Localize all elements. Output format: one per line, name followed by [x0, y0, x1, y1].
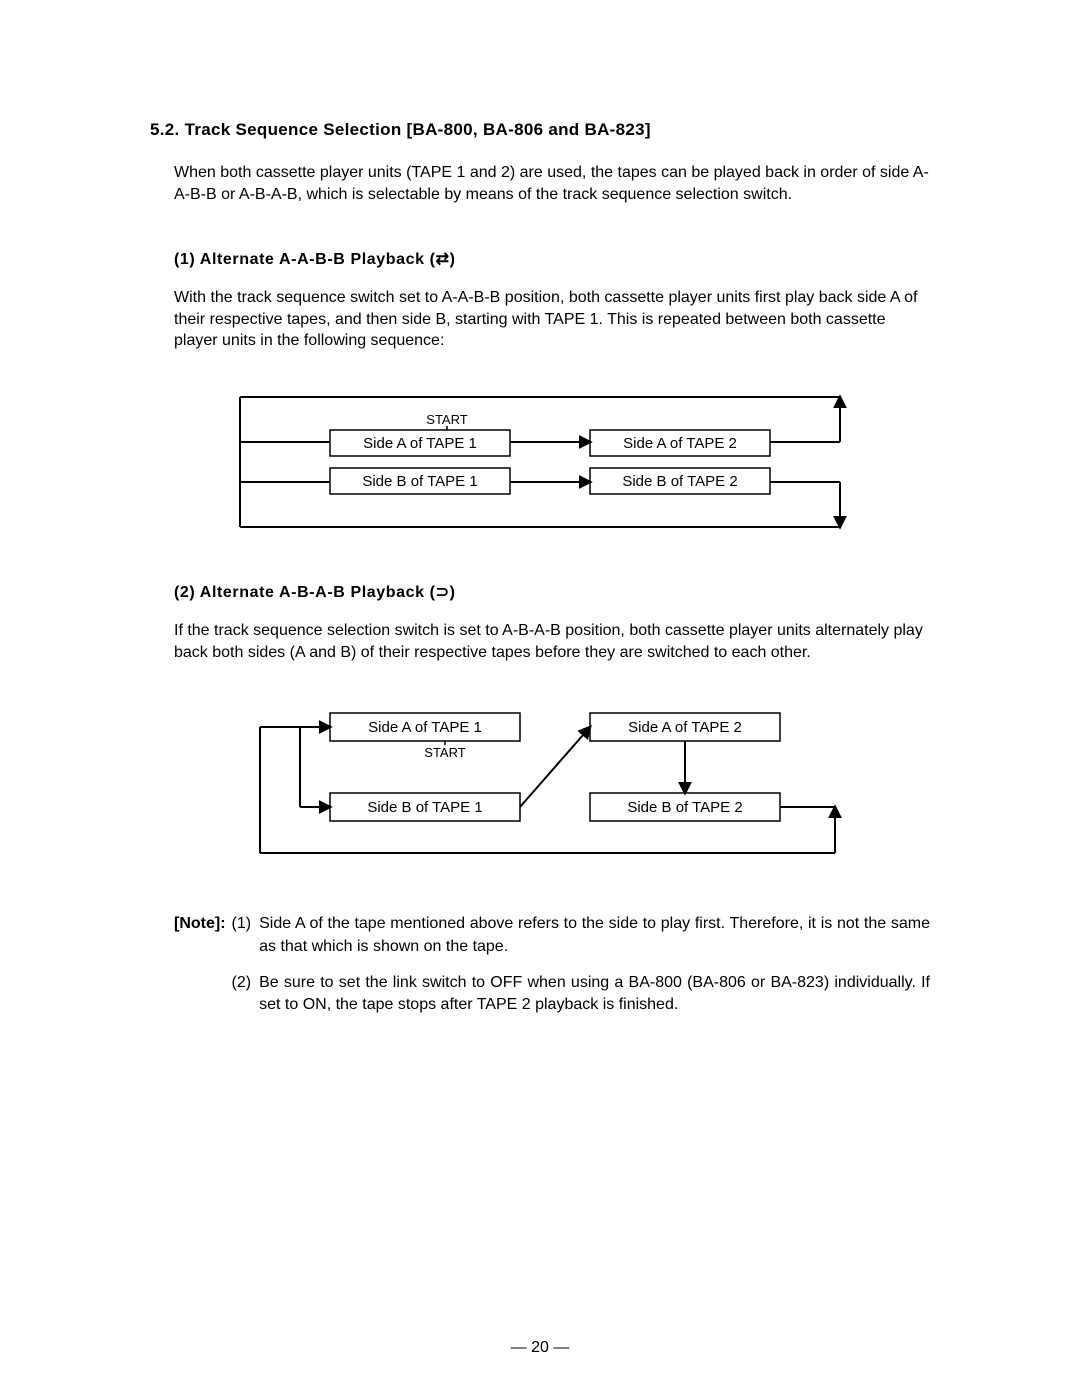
note-item-2: (2) Be sure to set the link switch to OF… — [232, 972, 930, 1017]
box-a1-d1: Side A of TAPE 1 — [363, 435, 477, 452]
note-num-1: (1) — [232, 913, 252, 958]
diagram-abab: Side A of TAPE 1 Side A of TAPE 2 Side B… — [220, 693, 860, 873]
box-b2-d1: Side B of TAPE 2 — [622, 473, 737, 490]
section-heading: 5.2. Track Sequence Selection [BA-800, B… — [150, 120, 930, 140]
box-b1-d2: Side B of TAPE 1 — [367, 799, 482, 816]
intro-paragraph: When both cassette player units (TAPE 1 … — [174, 162, 930, 205]
sub2-heading: (2) Alternate A-B-A-B Playback (⊃) — [174, 582, 930, 602]
note-text-1: Side A of the tape mentioned above refer… — [259, 913, 930, 958]
note-text-2: Be sure to set the link switch to OFF wh… — [259, 972, 930, 1017]
note-num-2: (2) — [232, 972, 252, 1017]
notes-block: [Note]: (1) Side A of the tape mentioned… — [174, 913, 930, 1031]
sub1-heading: (1) Alternate A-A-B-B Playback (⇄) — [174, 249, 930, 269]
box-a2-d1: Side A of TAPE 2 — [623, 435, 737, 452]
sub2-paragraph: If the track sequence selection switch i… — [174, 620, 930, 663]
box-a2-d2: Side A of TAPE 2 — [628, 719, 742, 736]
note-item-1: (1) Side A of the tape mentioned above r… — [232, 913, 930, 958]
box-b1-d1: Side B of TAPE 1 — [362, 473, 477, 490]
page-container: 5.2. Track Sequence Selection [BA-800, B… — [0, 0, 1080, 1397]
page-number: — 20 — — [0, 1339, 1080, 1357]
start-label-1: START — [426, 412, 467, 427]
diagram-aabb: START Side A of TAPE 1 Side A of TAPE 2 … — [220, 382, 860, 542]
box-a1-d2: Side A of TAPE 1 — [368, 719, 482, 736]
note-label: [Note]: — [174, 913, 226, 1031]
box-b2-d2: Side B of TAPE 2 — [627, 799, 742, 816]
sub1-paragraph: With the track sequence switch set to A-… — [174, 287, 930, 352]
start-label-2: START — [424, 745, 465, 760]
